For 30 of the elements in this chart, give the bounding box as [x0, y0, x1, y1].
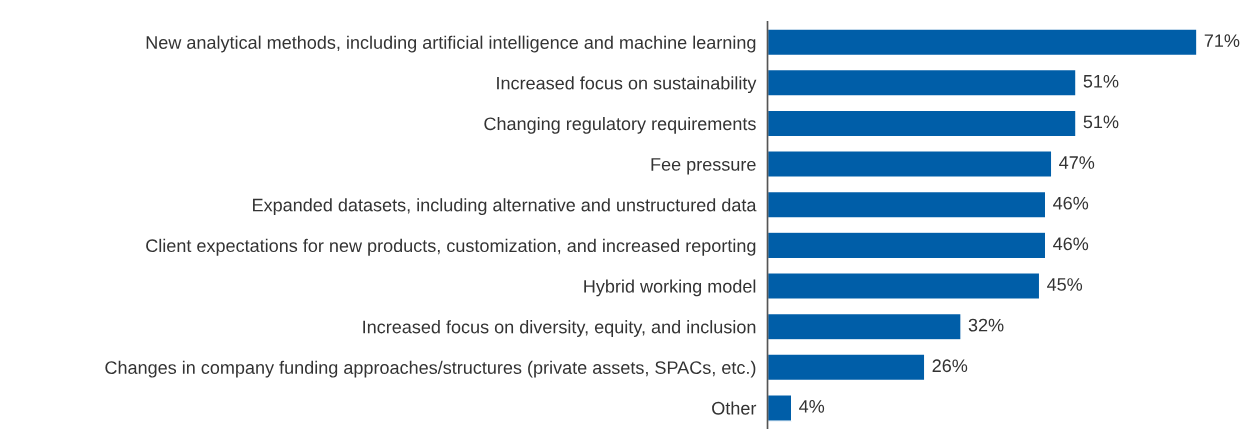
bar: [767, 231, 1047, 260]
bar: [767, 109, 1077, 138]
bar: [767, 68, 1077, 97]
y-tick-label: Changes in company funding approaches/structures (private assets, SPACs, etc.): [105, 360, 756, 378]
bar: [767, 353, 926, 382]
y-tick-label: Expanded datasets, including alternative and unstructured data: [253, 198, 757, 216]
y-tick-label: New analytical methods, including artificial intelligence and machine learning: [146, 35, 756, 53]
y-tick-label: Fee pressure: [651, 158, 756, 175]
data-label: 46%: [1053, 237, 1089, 251]
bar: [767, 312, 962, 341]
data-label: 4%: [799, 400, 825, 413]
y-tick-label: Other: [712, 401, 757, 415]
bar: [767, 394, 793, 422]
data-label: 51%: [1083, 74, 1119, 88]
y-tick-label: Changing regulatory requirements: [484, 116, 756, 134]
y-tick-label: Client expectations for new products, customization, and increased reporting: [146, 238, 756, 256]
data-label: 45%: [1047, 278, 1083, 291]
bar: [767, 28, 1198, 57]
data-label: 71%: [1204, 34, 1240, 47]
data-label: 46%: [1053, 196, 1089, 210]
y-tick-label: Increased focus on sustainability: [497, 76, 757, 94]
y-tick-label: Hybrid working model: [584, 279, 756, 297]
data-label: 51%: [1083, 115, 1119, 129]
bar: [767, 272, 1041, 300]
bar: [767, 190, 1047, 219]
data-label: 26%: [932, 359, 968, 373]
data-label: 47%: [1059, 156, 1095, 169]
data-label: 32%: [968, 318, 1004, 332]
bar: [767, 150, 1053, 178]
y-tick-label: Increased focus on diversity, equity, and inclusion: [363, 320, 756, 337]
